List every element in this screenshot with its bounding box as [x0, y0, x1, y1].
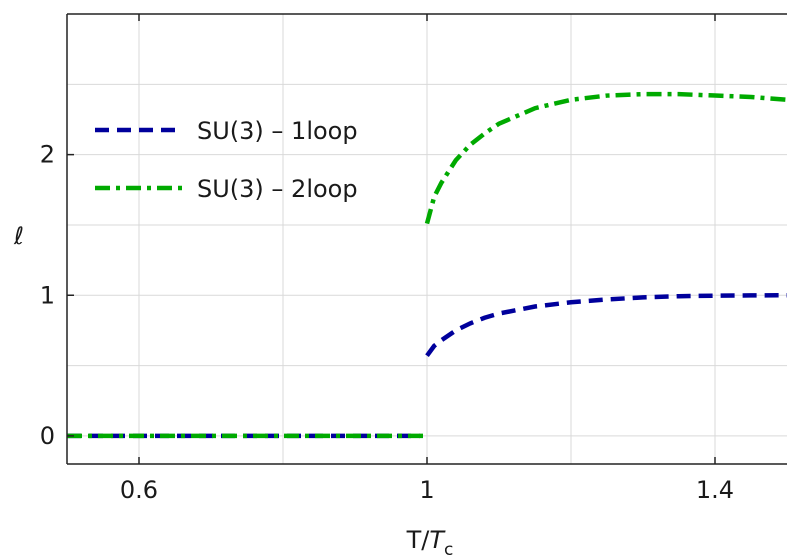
x-axis-title-subscript: c: [444, 540, 453, 555]
legend-label-2: SU(3) – 2loop: [197, 175, 358, 203]
series-layer: [67, 91, 787, 439]
series-line-2-segment-2: [424, 91, 787, 225]
ticks: 0.6 1 1.4 0 1 2: [40, 14, 734, 504]
y-axis-title: ℓ: [13, 222, 24, 250]
x-tick-label: 1.4: [696, 476, 734, 504]
y-tick-label: 0: [40, 422, 55, 450]
grid: [67, 14, 787, 464]
series-line-1-segment-2: [425, 293, 787, 358]
legend: SU(3) – 1loop SU(3) – 2loop: [95, 117, 358, 203]
x-tick-label: 0.6: [120, 476, 158, 504]
x-axis-title: T/Tc: [406, 526, 454, 555]
legend-label-1: SU(3) – 1loop: [197, 117, 358, 145]
y-tick-label: 1: [40, 281, 55, 309]
y-tick-label: 2: [40, 141, 55, 169]
x-axis-title-variable: T: [429, 526, 446, 554]
x-axis-title-prefix: T/: [406, 526, 431, 554]
x-tick-label: 1: [419, 476, 434, 504]
